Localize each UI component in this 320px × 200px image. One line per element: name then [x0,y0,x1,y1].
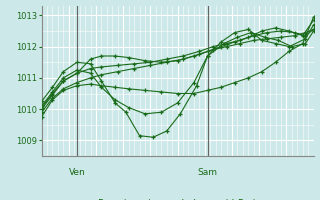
Text: Pression niveau de la mer( hPa ): Pression niveau de la mer( hPa ) [99,198,257,200]
Text: Ven: Ven [68,168,85,177]
Text: Sam: Sam [197,168,218,177]
